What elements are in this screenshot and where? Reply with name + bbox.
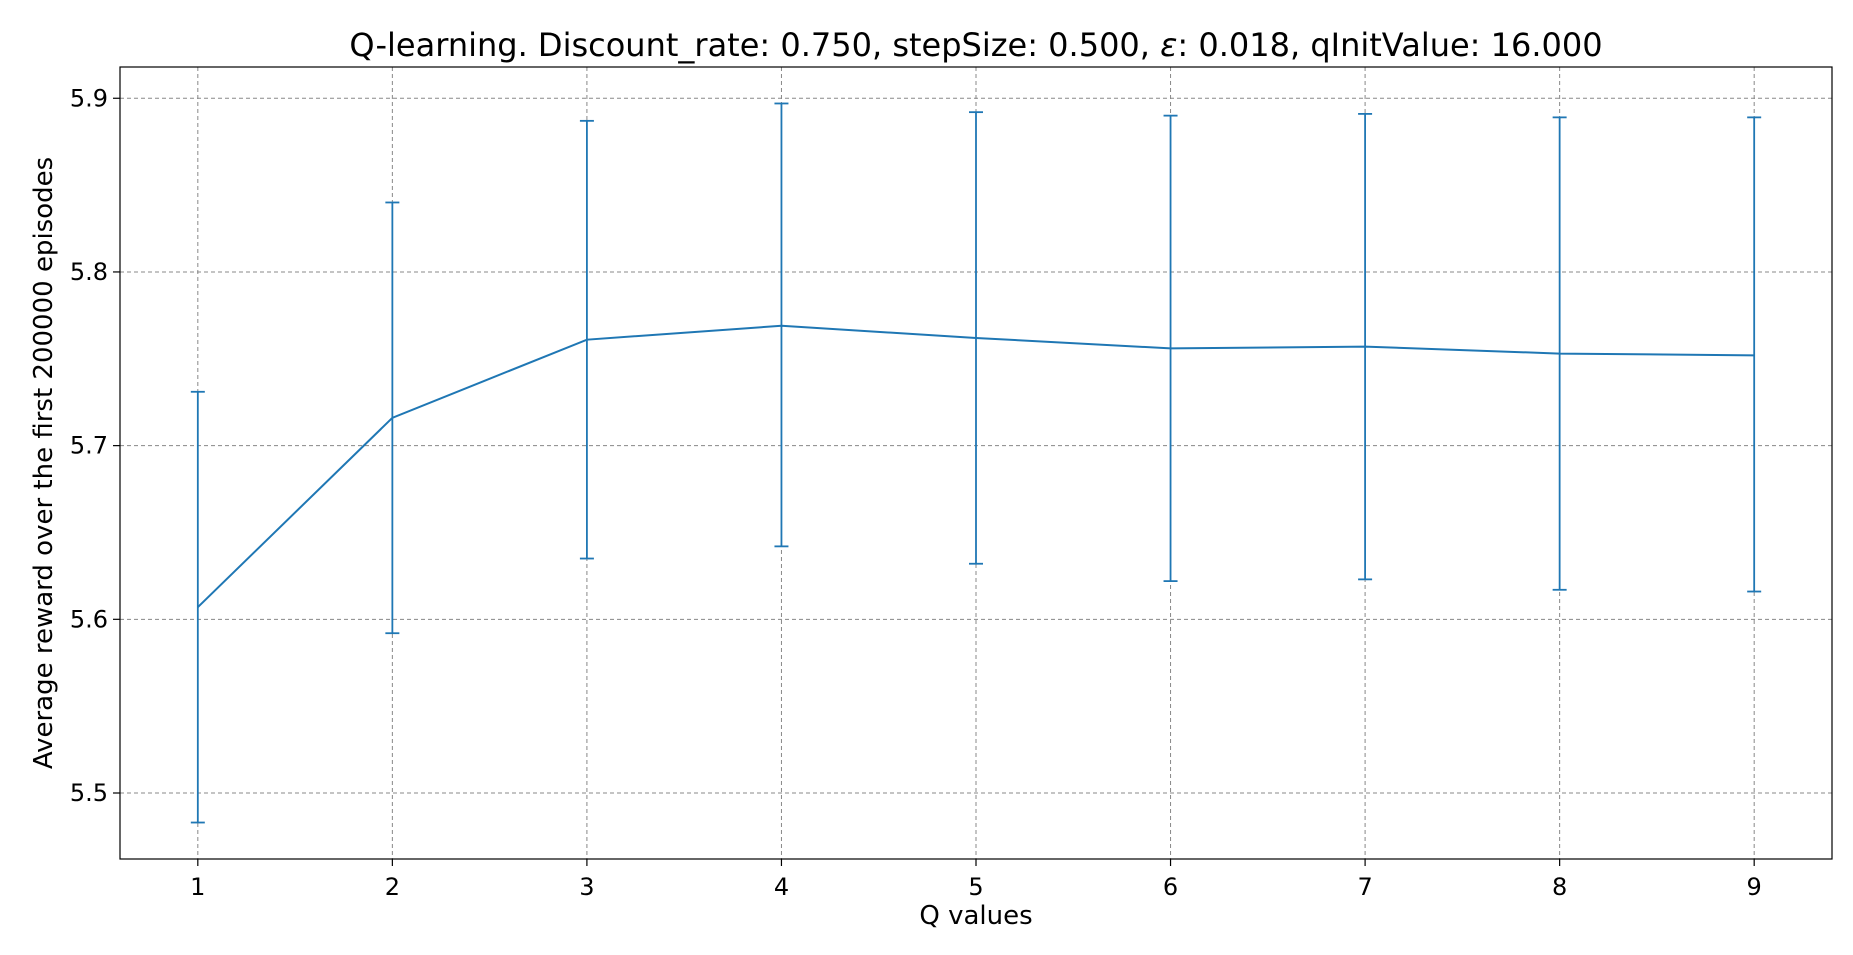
x-tick-label: 1 bbox=[190, 873, 205, 901]
x-tick-label: 2 bbox=[385, 873, 400, 901]
data-series bbox=[190, 102, 1762, 824]
x-tick-label: 6 bbox=[1163, 873, 1178, 901]
series-line bbox=[197, 324, 1755, 608]
x-axis-ticks: 1 2 3 4 5 6 7 8 9 bbox=[190, 859, 1762, 901]
x-tick-label: 7 bbox=[1357, 873, 1372, 901]
chart-title-prefix: Q-learning. Discount_rate: 0.750, stepSi… bbox=[349, 26, 1160, 64]
x-tick-label: 9 bbox=[1747, 873, 1762, 901]
y-tick-label: 5.6 bbox=[70, 605, 108, 633]
y-tick-label: 5.5 bbox=[70, 779, 108, 807]
y-axis-label: Average reward over the first 200000 epi… bbox=[29, 157, 59, 769]
x-tick-label: 3 bbox=[579, 873, 594, 901]
y-tick-label: 5.9 bbox=[70, 84, 108, 112]
y-tick-label: 5.8 bbox=[70, 258, 108, 286]
chart-title-suffix: : 0.018, qInitValue: 16.000 bbox=[1177, 26, 1602, 64]
y-tick-label: 5.7 bbox=[70, 432, 108, 460]
x-tick-label: 5 bbox=[968, 873, 983, 901]
y-axis-ticks: 5.5 5.6 5.7 5.8 5.9 bbox=[70, 84, 120, 807]
x-tick-label: 4 bbox=[774, 873, 789, 901]
x-axis-label: Q values bbox=[919, 901, 1032, 931]
chart-title-epsilon: ε bbox=[1160, 26, 1177, 64]
chart-title: Q-learning. Discount_rate: 0.750, stepSi… bbox=[349, 26, 1602, 64]
x-tick-label: 8 bbox=[1552, 873, 1567, 901]
